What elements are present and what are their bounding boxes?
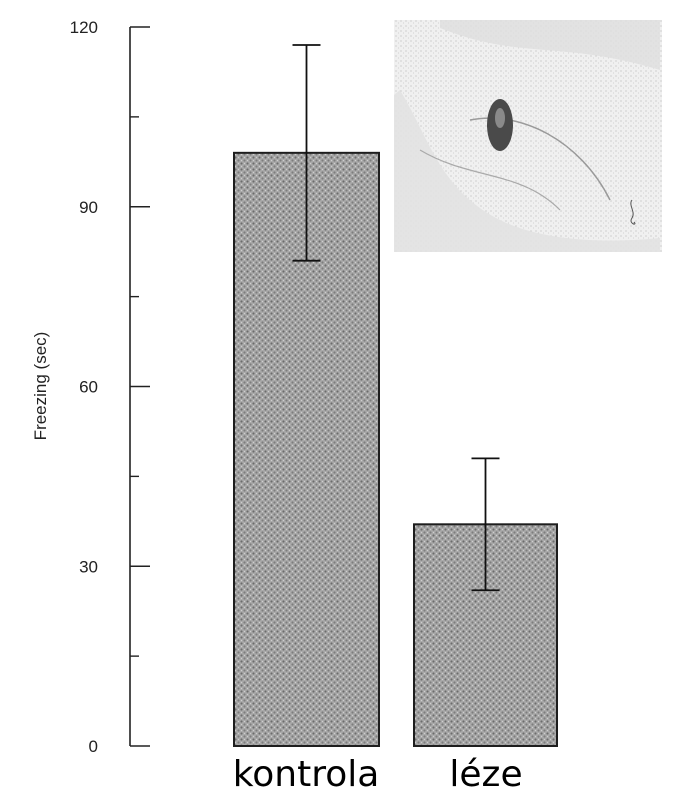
y-tick-label: 90: [79, 198, 98, 217]
error-bar-léze: [471, 457, 500, 592]
brain-section-image: [394, 20, 662, 252]
category-label-kontrola: kontrola: [233, 754, 380, 791]
y-tick-label: 120: [70, 18, 98, 37]
y-tick-label: 30: [79, 557, 98, 576]
category-label-léze: léze: [449, 754, 522, 791]
y-tick-label: 0: [89, 737, 98, 756]
y-tick-label: 60: [79, 378, 98, 397]
error-bar-kontrola: [292, 44, 321, 262]
y-axis-label: Freezing (sec): [31, 332, 50, 441]
